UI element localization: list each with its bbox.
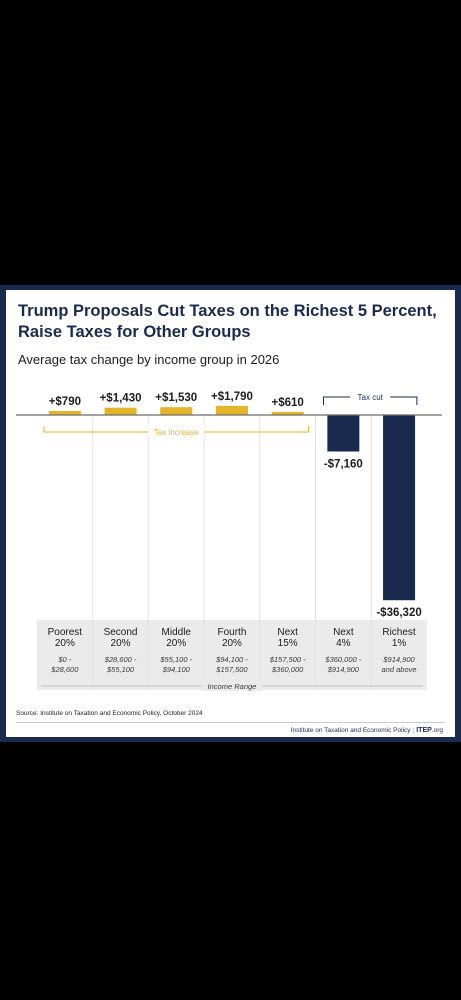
income-range-label: $28,600	[50, 665, 79, 674]
bar	[383, 415, 416, 601]
category-label: 20%	[111, 638, 131, 649]
income-range-label: $55,100 -	[159, 655, 192, 664]
income-range-label: $0 -	[57, 655, 71, 664]
category-label: 4%	[336, 638, 351, 649]
income-range-label: $94,100	[162, 665, 191, 674]
footer-divider	[16, 722, 445, 723]
chart-subtitle: Average tax change by income group in 20…	[18, 352, 280, 367]
x-axis-title: Income Range	[208, 682, 257, 691]
bar	[271, 411, 304, 415]
income-range-label: $157,500	[215, 665, 248, 674]
source-note: Source: Institute on Taxation and Econom…	[16, 710, 203, 717]
data-label: +$790	[49, 396, 81, 408]
category-label: 15%	[278, 638, 298, 649]
income-range-label: $914,900	[382, 655, 415, 664]
category-label: 20%	[222, 638, 242, 649]
itep-logo-suffix: .org	[431, 727, 443, 734]
tax-increase-label: Tax increase	[154, 428, 199, 437]
bar	[48, 410, 81, 415]
category-label: Fourth	[217, 627, 246, 638]
bar-chart: +$790 +$1,430 +$1,530 +$1,790 +$610 -$7,160 -$…	[16, 391, 442, 691]
income-range-label: $914,900	[327, 665, 360, 674]
data-label: +$610	[271, 397, 303, 409]
category-label: Second	[104, 627, 138, 638]
bar	[104, 407, 137, 415]
tax-cut-label: Tax cut	[358, 393, 384, 402]
category-panel	[37, 620, 427, 690]
footer-credit: Institute on Taxation and Economic Polic…	[291, 727, 443, 734]
income-range-label: and above	[382, 665, 417, 674]
category-label: Next	[277, 627, 298, 638]
bracket-label-bg	[350, 391, 391, 403]
category-label: Poorest	[48, 627, 83, 638]
category-label: 20%	[55, 638, 75, 649]
bar	[327, 415, 360, 452]
itep-logo: ITEP	[416, 727, 432, 734]
bar	[160, 407, 193, 415]
chart-card: Trump Proposals Cut Taxes on the Richest…	[0, 285, 461, 742]
data-label: -$7,160	[324, 459, 363, 471]
chart-title: Trump Proposals Cut Taxes on the Richest…	[18, 302, 437, 341]
income-range-label: $55,100	[106, 665, 135, 674]
footer-separator: |	[412, 727, 415, 734]
data-label: +$1,530	[155, 392, 197, 404]
category-label: Richest	[382, 627, 416, 638]
category-label: 20%	[166, 638, 186, 649]
income-range-label: $360,000	[271, 665, 304, 674]
axis-title-bg	[201, 680, 262, 691]
income-range-label: $94,100 -	[215, 655, 248, 664]
chart-panel: Trump Proposals Cut Taxes on the Richest…	[6, 290, 455, 737]
footer-org: Institute on Taxation and Economic Polic…	[290, 727, 411, 734]
income-range-label: $28,600 -	[104, 655, 137, 664]
category-label: 1%	[392, 638, 407, 649]
data-label: -$36,320	[376, 607, 421, 619]
data-label: +$1,790	[211, 391, 253, 403]
category-label: Next	[333, 627, 354, 638]
category-label: Middle	[162, 627, 192, 638]
data-label: +$1,430	[100, 393, 142, 405]
income-range-label: $157,500 -	[269, 655, 306, 664]
bracket-label-bg	[148, 425, 205, 437]
income-range-label: $360,000 -	[324, 655, 361, 664]
bar	[215, 405, 248, 415]
